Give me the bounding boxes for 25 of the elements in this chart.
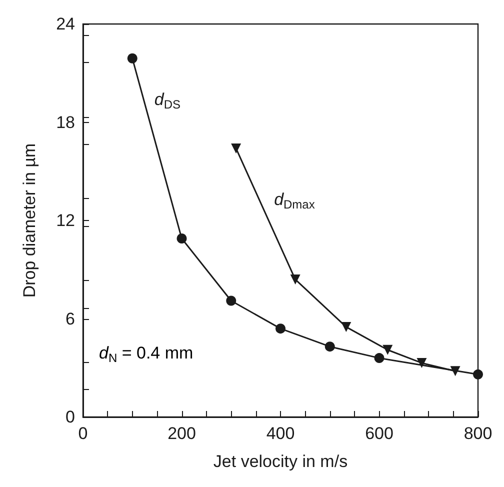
x-axis-title: Jet velocity in m/s	[213, 452, 348, 471]
y-tick-label: 6	[66, 309, 75, 328]
y-tick-label: 18	[56, 112, 75, 132]
x-tick-label: 0	[78, 424, 88, 443]
point	[324, 342, 335, 352]
x-tick-label: 200	[168, 424, 196, 443]
point	[290, 274, 300, 284]
point	[416, 358, 427, 368]
point	[374, 353, 384, 364]
y-tick-label: 24	[56, 14, 75, 34]
point	[226, 296, 236, 306]
point	[127, 53, 138, 64]
point	[176, 234, 187, 244]
point	[276, 324, 286, 334]
y-axis-title: Drop diameter in µm	[20, 143, 39, 298]
y-tick-label: 12	[56, 211, 75, 230]
point	[231, 143, 242, 154]
point	[450, 366, 460, 376]
x-tick-label: 600	[365, 424, 394, 443]
x-tick-label: 400	[266, 424, 295, 443]
point	[473, 369, 483, 380]
point	[382, 344, 393, 355]
point	[341, 322, 352, 332]
y-tick-label: 0	[66, 408, 75, 426]
x-tick-label: 800	[464, 424, 492, 443]
